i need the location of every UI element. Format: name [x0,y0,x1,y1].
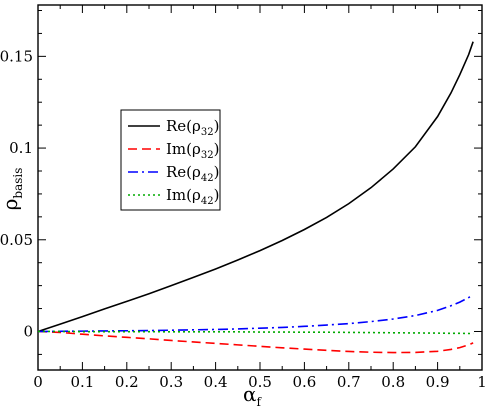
y-tick-label: 0.1 [9,139,33,157]
series-line-1 [37,41,474,333]
x-tick-label: 1 [477,373,485,391]
legend-label: Im(ρ42) [166,186,219,207]
legend-label: Im(ρ32) [166,140,219,161]
x-tick-label: 0.3 [159,373,183,391]
x-tick-label: 0.4 [204,373,228,391]
y-axis-label: ρbasis [0,168,25,211]
legend-label: Re(ρ32) [166,117,219,138]
legend-label: Re(ρ42) [166,163,219,184]
x-tick-label: 0.6 [292,373,316,391]
series-line-2 [37,330,474,354]
plot-frame [37,4,483,371]
y-tick-label: 0 [23,322,33,340]
x-tick-label: 0 [33,373,43,391]
series-line-4 [38,330,474,335]
x-tick-label: 0.2 [115,373,139,391]
x-tick-label: 0.5 [248,373,272,391]
legend: Re(ρ32)Im(ρ32)Re(ρ42)Im(ρ42) [120,109,221,211]
series-group [37,41,474,354]
x-tick-label: 0.7 [337,373,361,391]
y-tick-label: 0.05 [0,231,33,249]
x-tick-label: 0.1 [70,373,94,391]
x-tick-label: 0.8 [381,373,405,391]
x-axis-label: αf [243,382,263,409]
x-tick-label: 0.9 [426,373,450,391]
axis-ticks: 0 0.1 0.2 0.3 0.4 0.5 0.6 0.7 0.8 0.9 1 0 0.05 0.1 0.1… [0,5,485,391]
series-line-3 [37,294,474,333]
y-tick-label: 0.15 [0,47,33,65]
